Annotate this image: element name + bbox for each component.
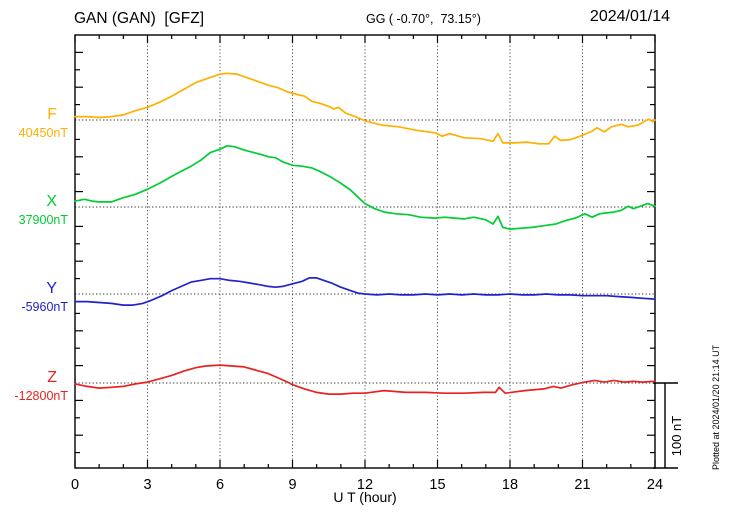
x-tick-label: 12 bbox=[357, 477, 373, 493]
x-tick-label: 21 bbox=[574, 477, 590, 493]
x-tick-label: 3 bbox=[143, 477, 151, 493]
channel-baseline-value-Y: -5960nT bbox=[21, 300, 68, 314]
channel-baseline-value-F: 40450nT bbox=[18, 126, 68, 140]
x-tick-label: 9 bbox=[288, 477, 296, 493]
curve-F bbox=[74, 72, 656, 145]
x-tick-label: 0 bbox=[71, 477, 79, 493]
x-tick-label: 24 bbox=[647, 477, 663, 493]
channel-letter-Y: Y bbox=[46, 280, 57, 297]
plot-date: 2024/01/14 bbox=[589, 8, 670, 25]
channel-baseline-value-Z: -12800nT bbox=[14, 389, 68, 403]
x-axis-title: U T (hour) bbox=[333, 489, 397, 505]
x-tick-label: 15 bbox=[429, 477, 445, 493]
channel-letter-F: F bbox=[47, 106, 57, 123]
curve-X bbox=[74, 144, 656, 230]
chart-layer: 0 3 6 9 12 15 18 21 24 bbox=[71, 34, 678, 493]
x-tick-label: 18 bbox=[502, 477, 518, 493]
plotted-at-note: Plotted at 2024/01/20 21:14 UT bbox=[711, 344, 721, 470]
channel-letter-X: X bbox=[46, 193, 57, 210]
channel-baseline-value-X: 37900nT bbox=[18, 213, 68, 227]
channel-letter-Z: Z bbox=[47, 369, 57, 386]
curve-Y bbox=[74, 277, 656, 306]
curve-Z bbox=[74, 364, 656, 395]
x-tick-label: 6 bbox=[216, 477, 224, 493]
scale-bar-label: 100 nT bbox=[669, 416, 684, 457]
geographic-coordinates: GG ( -0.70°, 73.15°) bbox=[366, 12, 481, 26]
station-title: GAN (GAN) [GFZ] bbox=[74, 10, 205, 27]
